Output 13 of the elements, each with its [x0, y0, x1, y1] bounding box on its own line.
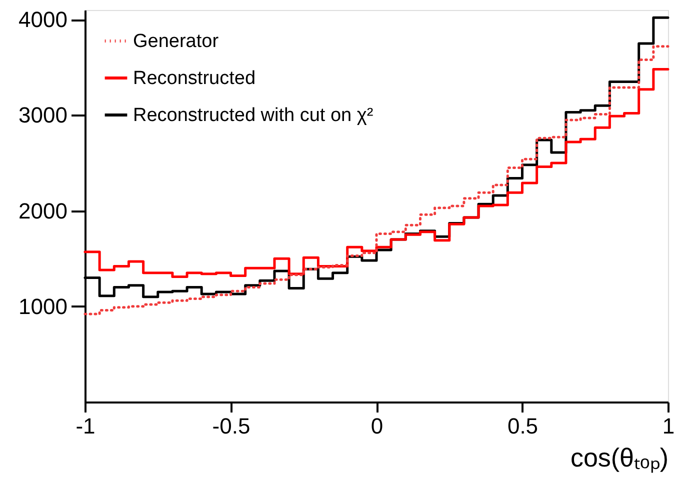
y-tick-label: 4000 [18, 7, 68, 32]
y-tick-label: 3000 [18, 102, 68, 128]
x-tick-label: -0.5 [212, 414, 250, 438]
x-axis-title: cos(θₜₒₚ) [570, 442, 668, 474]
y-tick-label: 2000 [18, 198, 68, 224]
x-tick-label: 0 [370, 414, 384, 438]
x-tick-label: 1 [662, 414, 675, 438]
y-tick-label: 1000 [18, 294, 68, 319]
x-tick-label: -1 [76, 414, 96, 438]
legend-label: Reconstructed with cut on χ² [133, 105, 374, 126]
x-tick-label: 0.5 [507, 414, 538, 438]
legend-label: Reconstructed [133, 68, 256, 89]
legend-label: Generator [133, 31, 220, 52]
